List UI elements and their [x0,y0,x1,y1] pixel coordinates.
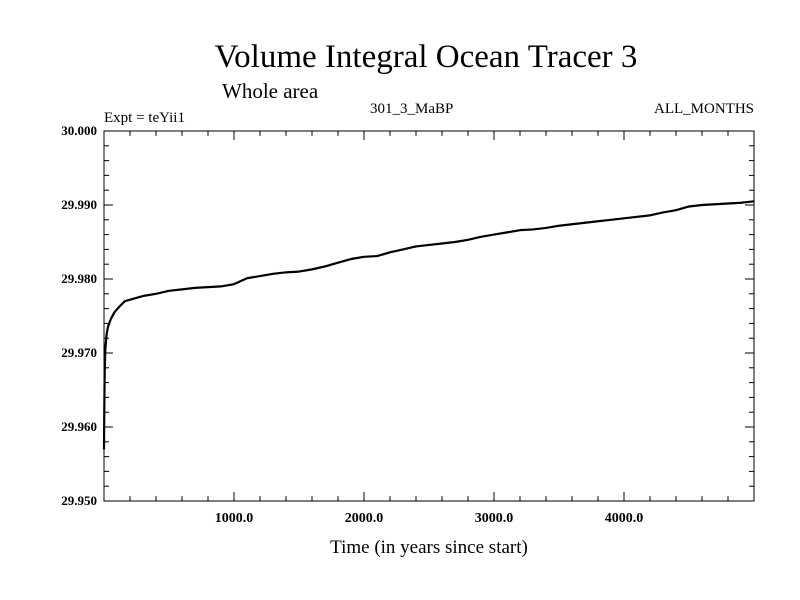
y-tick-label: 30.000 [61,123,97,138]
x-tick-label: 1000.0 [215,511,254,526]
chart-subtitle: Whole area [222,79,319,103]
y-tick-label: 29.970 [61,345,97,360]
y-axis: 29.950 29.960 29.970 29.980 29.990 30.000 [61,123,754,508]
header-experiment: Expt = teYii1 [104,110,185,126]
header-months: ALL_MONTHS [654,101,754,117]
x-axis: 1000.0 2000.0 3000.0 4000.0 [129,131,729,526]
y-tick-label: 29.990 [61,197,97,212]
chart-title: Volume Integral Ocean Tracer 3 [215,39,638,75]
y-tick-label: 29.960 [61,419,97,434]
header-run-id: 301_3_MaBP [370,101,453,117]
x-axis-label: Time (in years since start) [330,537,528,558]
series-line-tracer3 [102,200,755,450]
y-tick-label: 29.980 [61,271,97,286]
x-tick-label: 4000.0 [605,511,644,526]
x-tick-label: 2000.0 [345,511,384,526]
y-tick-label: 29.950 [61,493,97,508]
x-tick-label: 3000.0 [475,511,514,526]
plot-frame [103,130,755,502]
